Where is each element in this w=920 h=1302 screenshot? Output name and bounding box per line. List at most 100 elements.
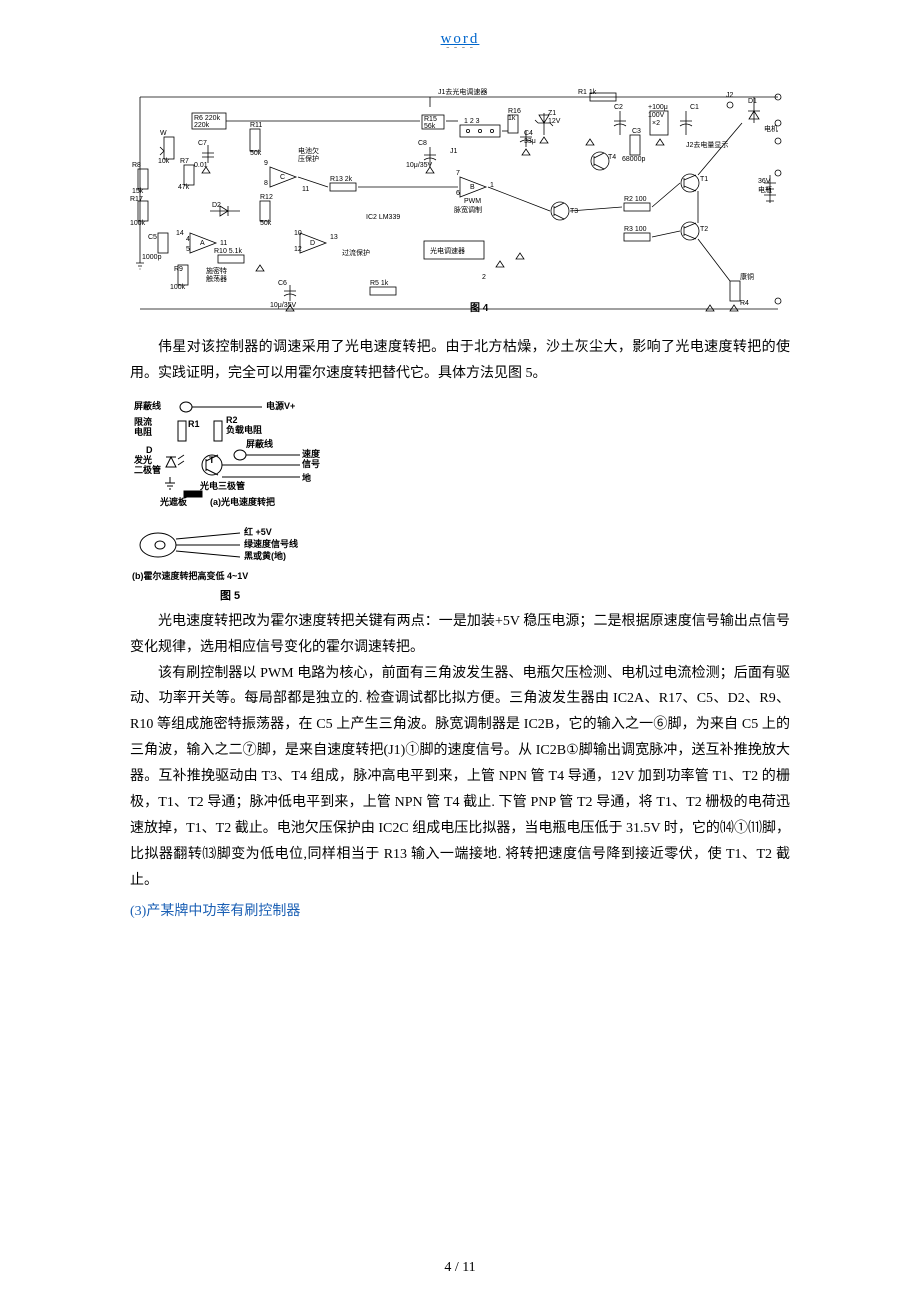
fig5-shield2: 屏蔽线 bbox=[246, 438, 273, 449]
svg-text:1k: 1k bbox=[508, 115, 516, 122]
fig4-p1: 1 bbox=[490, 182, 494, 189]
svg-text:负载电阻: 负载电阻 bbox=[226, 424, 262, 435]
fig4-r9: R9 bbox=[174, 266, 183, 273]
fig5-gnd: 地 bbox=[302, 472, 311, 483]
fig5-r2: R2 bbox=[226, 415, 238, 425]
svg-text:电阻: 电阻 bbox=[134, 426, 152, 437]
fig4-r1: R1 1k bbox=[578, 89, 597, 96]
svg-text:×2: ×2 bbox=[652, 120, 660, 127]
svg-text:100V: 100V bbox=[648, 112, 665, 119]
fig4-optospeed: 光电调速器 bbox=[430, 246, 465, 255]
fig4-d1: D1 bbox=[748, 98, 757, 105]
fig4-t4: T4 bbox=[608, 154, 616, 161]
fig4-p4: 4 bbox=[186, 236, 190, 243]
fig4-r10: R10 5.1k bbox=[214, 248, 243, 255]
section-3-heading: (3)产某牌中功率有刷控制器 bbox=[130, 900, 790, 920]
fig5-sub-b: (b)霍尔速度转把高变低 4~1V bbox=[132, 570, 248, 581]
fig4-pwm: PWM bbox=[464, 198, 481, 205]
fig4-j1s: J1 bbox=[450, 148, 458, 155]
fig5-black: 黑或黄(地) bbox=[244, 550, 286, 561]
fig5-red: 红 +5V bbox=[244, 526, 272, 537]
svg-text:15k: 15k bbox=[132, 188, 144, 195]
svg-text:100k: 100k bbox=[170, 284, 186, 291]
fig4-motor: 电机 bbox=[764, 124, 778, 133]
figure-5-diagram: 屏蔽线 电源V+ 限流电阻 R1 R2负载电阻 D 发光二极管 T 屏蔽线 速度… bbox=[130, 395, 360, 605]
svg-text:12V: 12V bbox=[548, 118, 561, 125]
fig4-p12: 12 bbox=[294, 246, 302, 253]
fig4-r13: R13 2k bbox=[330, 176, 353, 183]
fig4-c6: C6 bbox=[278, 280, 287, 287]
fig4-c7: C7 bbox=[198, 140, 207, 147]
svg-text:信号: 信号 bbox=[302, 458, 320, 469]
page-header: word - - - - bbox=[130, 30, 790, 53]
fig4-p8: 8 bbox=[264, 180, 268, 187]
fig4-r3: R3 100 bbox=[624, 226, 647, 233]
fig4-smtrig: 施密特 bbox=[206, 266, 227, 275]
svg-text:二极管: 二极管 bbox=[134, 464, 161, 475]
svg-text:68000p: 68000p bbox=[622, 156, 645, 163]
page-footer: 4 / 11 bbox=[0, 1260, 920, 1276]
svg-text:10k: 10k bbox=[158, 158, 170, 165]
fig4-j2: J2 bbox=[726, 92, 734, 99]
fig4-undervolt: 电池欠 bbox=[298, 146, 319, 155]
svg-text:脉宽调制: 脉宽调制 bbox=[454, 205, 482, 214]
fig5-shield1: 屏蔽线 bbox=[134, 400, 161, 411]
fig4-r15: R15 bbox=[424, 116, 437, 123]
fig4-ic2: IC2 LM339 bbox=[366, 214, 400, 221]
fig4-batt: 36V bbox=[758, 178, 771, 185]
fig4-caption-inline: 图 4 bbox=[470, 302, 489, 314]
fig4-r16: R16 bbox=[508, 108, 521, 115]
paragraph-2: 光电速度转把改为霍尔速度转把关键有两点：一是加装+5V 稳压电源；二是根据原速度… bbox=[130, 609, 790, 661]
svg-text:触荡器: 触荡器 bbox=[206, 274, 227, 283]
fig5-rlim: 限流 bbox=[134, 416, 152, 427]
fig4-r17: R17 bbox=[130, 196, 143, 203]
fig5-led: D bbox=[146, 445, 153, 455]
paragraph-1: 伟星对该控制器的调速采用了光电速度转把。由于北方枯燥，沙土灰尘大，影响了光电速度… bbox=[130, 335, 790, 387]
fig5-green: 绿速度信号线 bbox=[244, 538, 298, 549]
fig4-A: A bbox=[200, 240, 205, 247]
fig4-c3: C3 bbox=[632, 128, 641, 135]
fig4-r8: R8 bbox=[132, 162, 141, 169]
fig5-optoboard: 光遮板 bbox=[159, 496, 188, 507]
fig5-r1: R1 bbox=[188, 419, 200, 429]
fig4-r7: R7 bbox=[180, 158, 189, 165]
svg-text:压保护: 压保护 bbox=[298, 154, 319, 163]
fig4-p13: 13 bbox=[330, 234, 338, 241]
svg-text:33μ: 33μ bbox=[524, 138, 536, 145]
svg-text:47k: 47k bbox=[178, 184, 190, 191]
fig4-t3: T3 bbox=[570, 208, 578, 215]
fig4-c4: C4 bbox=[524, 130, 533, 137]
fig4-p9: 9 bbox=[264, 160, 268, 167]
fig4-C: C bbox=[280, 174, 285, 181]
fig4-c5: C5 bbox=[148, 234, 157, 241]
fig4-t1: T1 bbox=[700, 176, 708, 183]
fig4-p10: 10 bbox=[294, 230, 302, 237]
paragraph-3: 该有刷控制器以 PWM 电路为核心，前面有三角波发生器、电瓶欠压检测、电机过电流… bbox=[130, 661, 790, 894]
fig4-z1: Z1 bbox=[548, 110, 556, 117]
svg-text:10μ/35V: 10μ/35V bbox=[270, 302, 297, 309]
fig5-phototrans: 光电三极管 bbox=[199, 480, 245, 491]
fig4-p2: 2 bbox=[482, 274, 486, 281]
fig4-j1-label: J1去光电调速器 bbox=[438, 87, 487, 96]
fig4-caps: +100μ bbox=[648, 104, 668, 111]
svg-text:1000p: 1000p bbox=[142, 254, 162, 261]
fig4-c2: C2 bbox=[614, 104, 623, 111]
figure-4-circuit: J1去光电调速器 R1 1k J2 D1 电机 R6 220k 220k R15… bbox=[130, 83, 790, 323]
fig4-p11: 11 bbox=[302, 186, 309, 193]
svg-text:50k: 50k bbox=[250, 150, 262, 157]
fig4-w: W bbox=[160, 130, 167, 137]
fig4-p7: 7 bbox=[456, 170, 460, 177]
fig4-c1: C1 bbox=[690, 104, 699, 111]
fig5-vplus: 电源V+ bbox=[266, 400, 295, 411]
fig4-shunt: 康铜 bbox=[740, 272, 754, 281]
fig4-r6: R6 220k bbox=[194, 115, 221, 122]
fig4-r5: R5 1k bbox=[370, 280, 389, 287]
svg-text:电瓶: 电瓶 bbox=[758, 185, 772, 194]
svg-text:0.01: 0.01 bbox=[194, 162, 208, 169]
svg-text:发光: 发光 bbox=[133, 454, 152, 465]
fig4-j2note: J2去电量显示 bbox=[686, 140, 728, 149]
fig4-d2: D2 bbox=[212, 202, 221, 209]
fig5-caption: 图 5 bbox=[220, 589, 240, 602]
header-underline-dashes: - - - - bbox=[130, 42, 790, 53]
fig4-r4: R4 bbox=[740, 300, 749, 307]
